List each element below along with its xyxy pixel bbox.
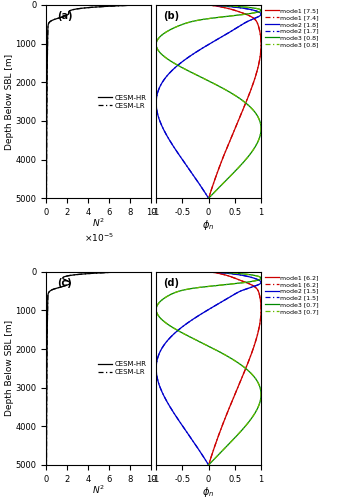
- Text: (b): (b): [163, 11, 180, 21]
- CESM-LR: [125, 268, 129, 274]
- CESM-LR: [44, 160, 49, 166]
- Text: (a): (a): [57, 11, 72, 21]
- CESM-HR: [136, 2, 140, 8]
- CESM-HR: [44, 117, 49, 123]
- CESM-HR: [44, 458, 49, 464]
- CESM-HR: [45, 106, 49, 112]
- X-axis label: $N^2$
$\times 10^{-5}$: $N^2$ $\times 10^{-5}$: [84, 217, 114, 244]
- CESM-HR: [45, 360, 49, 366]
- CESM-LR: [44, 427, 49, 433]
- CESM-LR: [44, 117, 49, 123]
- CESM-LR: [45, 362, 49, 368]
- CESM-LR: [45, 374, 49, 380]
- CESM-HR: [45, 374, 49, 380]
- CESM-LR: [45, 94, 49, 100]
- CESM-LR: [44, 458, 49, 464]
- Y-axis label: Depth Below SBL [m]: Depth Below SBL [m]: [5, 320, 14, 416]
- CESM-LR: [44, 196, 48, 202]
- CESM-LR: [136, 2, 140, 8]
- CESM-HR: [44, 160, 49, 166]
- CESM-LR: [44, 384, 49, 390]
- Line: CESM-HR: CESM-HR: [46, 272, 127, 465]
- CESM-HR: [44, 196, 48, 202]
- Text: (d): (d): [163, 278, 179, 287]
- CESM-LR: [45, 360, 49, 366]
- Line: CESM-LR: CESM-LR: [46, 272, 127, 465]
- CESM-HR: [45, 95, 49, 101]
- CESM-LR: [45, 106, 49, 112]
- Y-axis label: Depth Below SBL [m]: Depth Below SBL [m]: [5, 54, 14, 150]
- X-axis label: $\phi_n$: $\phi_n$: [203, 485, 215, 499]
- CESM-LR: [45, 95, 49, 101]
- Line: CESM-HR: CESM-HR: [46, 5, 138, 198]
- CESM-HR: [44, 190, 49, 196]
- Legend: mode1 [7.5], mode1 [7.4], mode2 [1.8], mode2 [1.7], mode3 [0.8], mode3 [0.8]: mode1 [7.5], mode1 [7.4], mode2 [1.8], m…: [265, 8, 319, 48]
- CESM-LR: [44, 462, 48, 468]
- X-axis label: $N^2$
$\times 10^{-5}$: $N^2$ $\times 10^{-5}$: [84, 484, 114, 500]
- Legend: mode1 [6.2], mode1 [6.2], mode2 [1.5], mode2 [1.5], mode3 [0.7], mode3 [0.7]: mode1 [6.2], mode1 [6.2], mode2 [1.5], m…: [265, 275, 319, 314]
- CESM-HR: [44, 384, 49, 390]
- CESM-HR: [44, 462, 48, 468]
- CESM-HR: [45, 94, 49, 100]
- CESM-HR: [44, 427, 49, 433]
- Line: CESM-LR: CESM-LR: [46, 5, 138, 198]
- Text: (c): (c): [57, 278, 72, 287]
- Legend: CESM-HR, CESM-LR: CESM-HR, CESM-LR: [98, 361, 148, 376]
- CESM-HR: [125, 268, 129, 274]
- X-axis label: $\phi_n$: $\phi_n$: [203, 218, 215, 232]
- CESM-HR: [45, 362, 49, 368]
- CESM-LR: [44, 190, 49, 196]
- Legend: CESM-HR, CESM-LR: CESM-HR, CESM-LR: [98, 94, 148, 109]
